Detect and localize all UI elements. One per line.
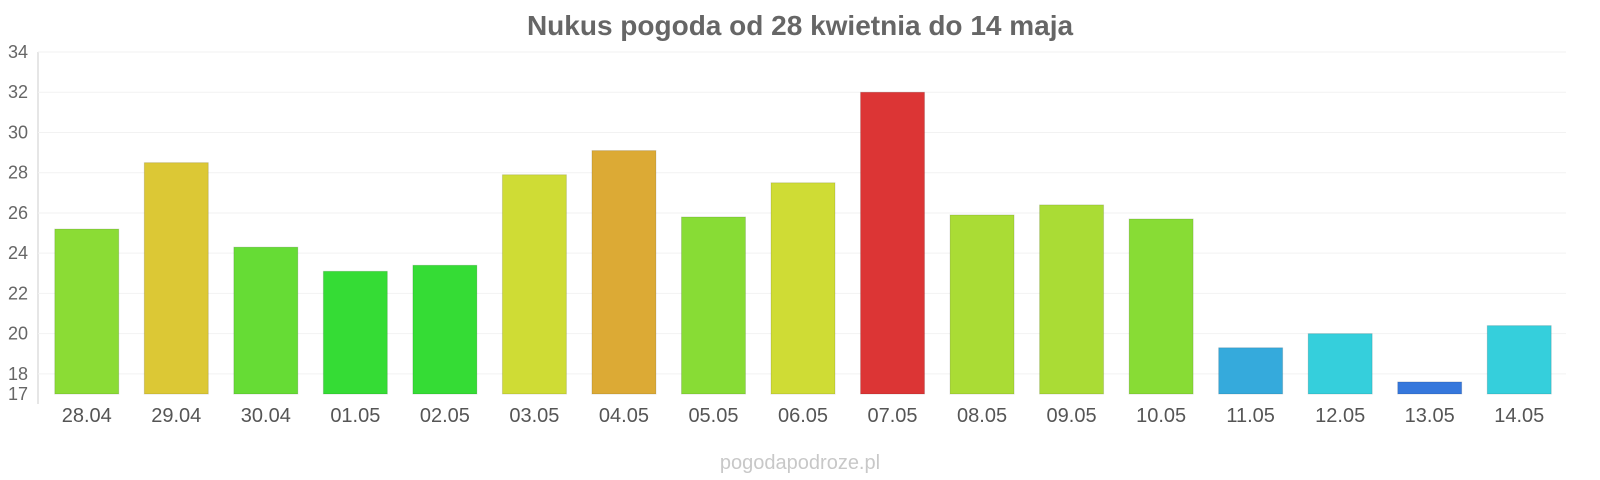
bars (54, 91, 1552, 395)
bar-12.05 (1307, 333, 1373, 395)
x-tick-label: 30.04 (241, 405, 291, 427)
y-tick-label: 17 (8, 384, 28, 404)
x-tick-label: 07.05 (867, 405, 917, 427)
bar-29.04 (143, 162, 209, 395)
bar-11.05 (1218, 347, 1284, 395)
x-tick-label: 11.05 (1226, 405, 1275, 427)
bar-05.05 (680, 216, 746, 395)
y-tick-label: 28 (8, 163, 28, 183)
y-tick-label: 24 (8, 243, 28, 263)
x-tick-label: 12.05 (1315, 405, 1365, 427)
x-tick-label: 06.05 (778, 405, 828, 427)
y-tick-label: 32 (8, 82, 28, 102)
bar-08.05 (949, 214, 1015, 395)
y-tick-label: 22 (8, 283, 28, 303)
bar-13.05 (1397, 381, 1463, 395)
x-tick-label: 08.05 (957, 405, 1007, 427)
x-tick-label: 04.05 (599, 405, 649, 427)
x-tick-label: 10.05 (1136, 405, 1186, 427)
bar-28.04 (54, 228, 120, 395)
y-tick-label: 18 (8, 364, 28, 384)
bar-03.05 (501, 174, 567, 395)
chart-title: Nukus pogoda od 28 kwietnia do 14 maja (526, 10, 1074, 41)
x-tick-label: 02.05 (420, 405, 470, 427)
x-tick-label: 05.05 (688, 405, 738, 427)
bar-02.05 (412, 264, 478, 395)
y-tick-label: 20 (8, 324, 28, 344)
y-tick-label: 30 (8, 122, 28, 142)
x-tick-label: 01.05 (330, 405, 380, 427)
x-tick-label: 03.05 (509, 405, 559, 427)
bar-10.05 (1128, 218, 1194, 395)
bar-09.05 (1039, 204, 1105, 395)
x-tick-label: 09.05 (1047, 405, 1097, 427)
x-tick-label: 14.05 (1494, 405, 1544, 427)
bar-01.05 (322, 270, 388, 395)
y-tick-label: 26 (8, 203, 28, 223)
bar-07.05 (860, 91, 926, 395)
bar-04.05 (591, 150, 657, 395)
y-tick-label: 34 (8, 42, 28, 62)
bar-06.05 (770, 182, 836, 395)
x-axis-ticks: 28.04 29.04 30.04 01.05 02.05 03.05 04.05 05.05… (62, 405, 1545, 427)
x-tick-label: 28.04 (62, 405, 112, 427)
x-tick-label: 29.04 (151, 405, 201, 427)
bar-30.04 (233, 246, 299, 395)
bar-14.05 (1486, 325, 1552, 395)
watermark: pogodapodroze.pl (719, 452, 881, 474)
x-tick-label: 13.05 (1405, 405, 1455, 427)
